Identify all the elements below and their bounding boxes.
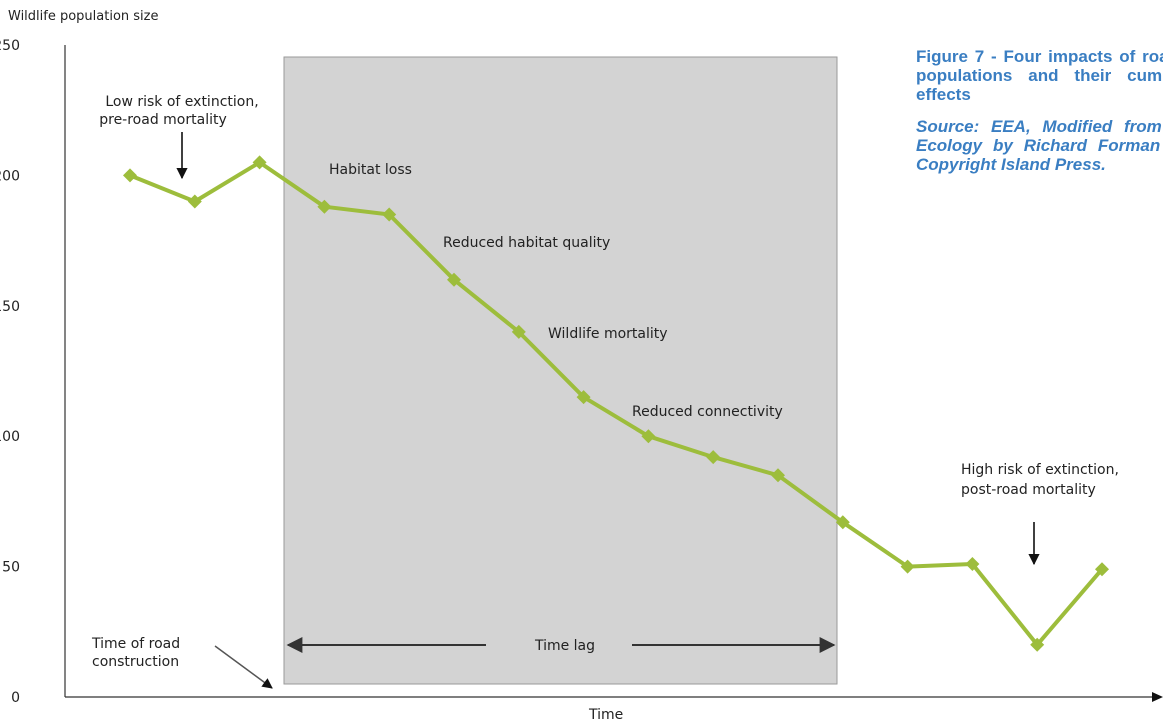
data-point <box>317 199 332 214</box>
data-point <box>252 155 267 170</box>
y-tick-label: 100 <box>0 429 20 445</box>
figure-caption: Figure 7 - Four impacts of roads on popu… <box>916 47 1163 174</box>
annotation-reduced-habitat-quality: Reduced habitat quality <box>443 235 610 251</box>
annotation-wildlife-mortality: Wildlife mortality <box>548 326 668 342</box>
annotation-construction-line2: construction <box>92 654 179 670</box>
data-point <box>706 450 721 465</box>
data-point <box>187 194 202 209</box>
annotation-pre-road-line2: pre-road mortality <box>99 112 227 128</box>
annotation-pre-road-line1: Low risk of extinction, <box>105 94 258 110</box>
y-tick-labels: 0 50 100 150 200 250 <box>0 38 20 706</box>
data-point <box>641 429 656 444</box>
time-lag-region <box>283 56 838 685</box>
annotation-construction-line1: Time of road <box>91 636 180 652</box>
population-series-line <box>129 160 1104 647</box>
annotation-post-road-line1: High risk of extinction, <box>961 462 1119 478</box>
x-axis-title: Time <box>589 707 624 723</box>
data-point <box>900 559 915 574</box>
caption-title: Figure 7 - Four impacts of roads on popu… <box>916 47 1163 104</box>
data-point <box>511 324 526 339</box>
y-tick-label: 50 <box>2 560 20 576</box>
construction-arrow <box>214 645 273 689</box>
x-axis-arrowhead <box>1152 692 1163 702</box>
y-tick-label: 200 <box>0 168 20 184</box>
annotation-time-lag: Time lag <box>534 638 595 654</box>
y-tick-label: 250 <box>0 38 20 54</box>
y-axis-title: Wildlife population size <box>8 9 159 24</box>
annotation-post-road-line2: post-road mortality <box>961 482 1096 498</box>
data-point <box>1095 562 1109 577</box>
data-point <box>835 515 850 530</box>
data-point <box>771 468 785 483</box>
data-point <box>447 272 461 287</box>
data-point <box>382 207 397 222</box>
caption-source: Source: EEA, Modified from Road Ecology … <box>916 117 1163 174</box>
annotation-reduced-connectivity: Reduced connectivity <box>632 404 783 420</box>
data-point <box>965 557 980 571</box>
population-series-points <box>123 155 1109 652</box>
data-point <box>1030 637 1045 652</box>
annotation-habitat-loss: Habitat loss <box>329 162 412 178</box>
data-point <box>576 390 591 405</box>
data-point <box>123 168 137 183</box>
y-tick-label: 0 <box>11 690 20 706</box>
y-tick-label: 150 <box>0 299 20 315</box>
